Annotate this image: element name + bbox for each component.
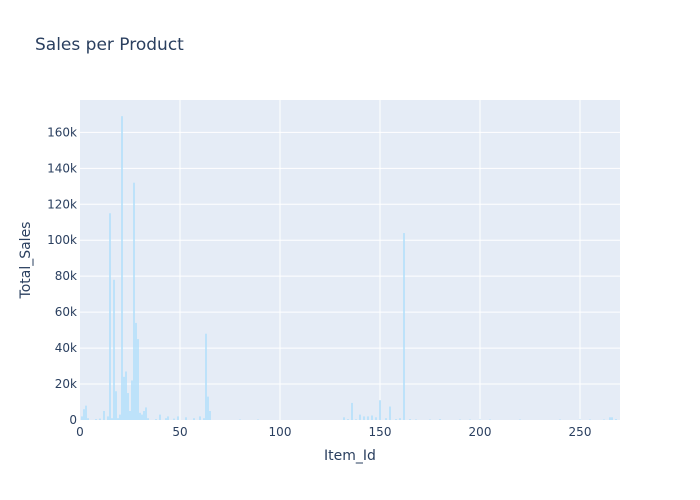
bar[interactable] (609, 417, 611, 420)
x-axis-ticks: 0 50 100 150 200 250 (76, 425, 591, 439)
bar[interactable] (207, 396, 209, 420)
bar[interactable] (107, 416, 109, 420)
y-tick-label: 80k (55, 269, 77, 283)
y-tick-label: 40k (55, 341, 77, 355)
gridlines (80, 100, 620, 420)
bar[interactable] (375, 417, 377, 420)
bar[interactable] (129, 411, 131, 420)
bar[interactable] (257, 419, 259, 420)
bar[interactable] (173, 418, 175, 420)
bar[interactable] (239, 419, 241, 420)
chart-title: Sales per Product (35, 35, 184, 55)
bar[interactable] (117, 418, 119, 420)
x-tick-label: 150 (369, 425, 392, 439)
bar[interactable] (385, 418, 387, 420)
bar[interactable] (409, 419, 411, 420)
bar[interactable] (155, 419, 157, 420)
bar[interactable] (95, 419, 97, 420)
bar[interactable] (139, 412, 141, 420)
bar[interactable] (615, 419, 617, 420)
bar[interactable] (367, 416, 369, 420)
bar[interactable] (469, 419, 471, 420)
bar[interactable] (395, 419, 397, 420)
bar[interactable] (459, 419, 461, 420)
y-tick-label: 120k (47, 197, 77, 211)
x-tick-label: 0 (76, 425, 84, 439)
bar[interactable] (205, 333, 207, 420)
bar[interactable] (355, 419, 357, 420)
bar[interactable] (203, 418, 205, 420)
bar[interactable] (87, 418, 89, 420)
bar[interactable] (83, 409, 85, 420)
bar[interactable] (379, 400, 381, 420)
bar[interactable] (579, 419, 581, 420)
bar[interactable] (363, 416, 365, 420)
bar[interactable] (371, 415, 373, 420)
bar[interactable] (103, 411, 105, 420)
y-axis-title: Total_Sales (18, 222, 34, 300)
bar[interactable] (519, 419, 521, 420)
bar[interactable] (119, 414, 121, 420)
y-tick-label: 100k (47, 233, 77, 247)
bar[interactable] (167, 416, 169, 420)
y-tick-label: 0 (69, 413, 77, 427)
plot-area (80, 100, 620, 420)
y-tick-label: 60k (55, 305, 77, 319)
bar[interactable] (121, 116, 123, 420)
bar[interactable] (165, 418, 167, 420)
bar[interactable] (399, 418, 401, 420)
bar[interactable] (185, 417, 187, 420)
bar[interactable] (389, 406, 391, 420)
bar[interactable] (589, 419, 591, 420)
bar[interactable] (479, 419, 481, 420)
bar[interactable] (415, 419, 417, 420)
x-tick-label: 100 (269, 425, 292, 439)
bar[interactable] (159, 414, 161, 420)
bar[interactable] (559, 419, 561, 420)
bar[interactable] (115, 391, 117, 420)
bar[interactable] (131, 380, 133, 420)
bar[interactable] (123, 376, 125, 420)
bar[interactable] (209, 411, 211, 420)
bar[interactable] (347, 419, 349, 420)
bar[interactable] (403, 233, 405, 420)
bar[interactable] (429, 419, 431, 420)
bar[interactable] (489, 419, 491, 420)
y-tick-label: 20k (55, 377, 77, 391)
x-tick-label: 200 (469, 425, 492, 439)
bar[interactable] (109, 213, 111, 420)
bar[interactable] (611, 417, 613, 420)
bar[interactable] (111, 418, 113, 420)
bar[interactable] (99, 418, 101, 420)
bar[interactable] (177, 416, 179, 420)
bar[interactable] (125, 371, 127, 420)
bar[interactable] (81, 416, 83, 420)
y-tick-label: 140k (47, 161, 77, 175)
x-tick-label: 50 (172, 425, 187, 439)
bar[interactable] (193, 418, 195, 420)
bar[interactable] (343, 417, 345, 420)
bar[interactable] (127, 393, 129, 420)
y-tick-label: 160k (47, 125, 77, 139)
y-axis-ticks: 0 20k 40k 60k 80k 100k 120k 140k 160k (47, 125, 77, 427)
bar[interactable] (199, 416, 201, 420)
bar[interactable] (147, 418, 149, 420)
bar[interactable] (141, 414, 143, 420)
bar[interactable] (359, 414, 361, 420)
bar[interactable] (113, 279, 115, 420)
bar[interactable] (85, 405, 87, 420)
x-axis-title: Item_Id (324, 448, 376, 464)
bar[interactable] (603, 419, 605, 420)
bars (81, 116, 617, 420)
bar[interactable] (145, 407, 147, 420)
bar[interactable] (137, 339, 139, 420)
bar[interactable] (351, 402, 353, 420)
bar[interactable] (439, 419, 441, 420)
bar[interactable] (143, 411, 145, 420)
x-tick-label: 250 (569, 425, 592, 439)
bar[interactable] (135, 322, 137, 420)
bar[interactable] (133, 182, 135, 420)
